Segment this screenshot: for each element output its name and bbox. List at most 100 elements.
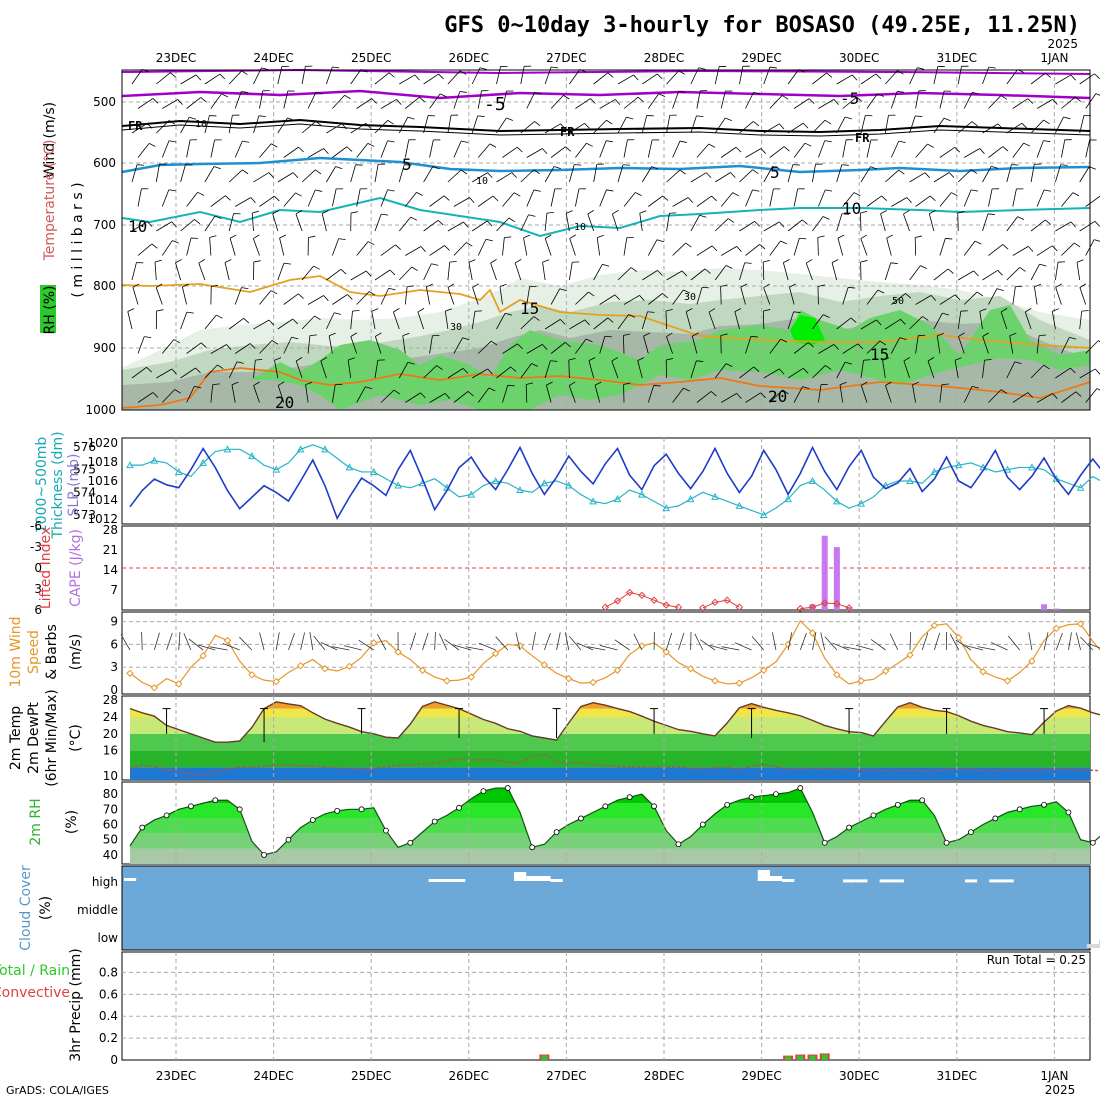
wind-barb [641, 166, 652, 183]
wind-barb [1076, 262, 1081, 281]
wind-barb-flag [1095, 93, 1100, 96]
wind10m-barb [678, 632, 685, 651]
wind-barb-flag [954, 294, 961, 301]
wind-barb [787, 69, 800, 85]
cloud-high-bar [855, 879, 868, 883]
wind-barb-flag [221, 93, 229, 98]
wind-barb-flag [463, 221, 469, 228]
wind-barb [405, 96, 420, 109]
wind-barb [161, 189, 170, 207]
wind-barb-flag [734, 308, 742, 312]
wind-barb [909, 172, 926, 183]
wind-barb-flag [438, 73, 444, 80]
wind10m-barb [843, 646, 862, 651]
wind-barb-flag [242, 140, 250, 143]
wind-barb [575, 98, 591, 109]
wind-barb-flag [371, 98, 377, 104]
wind-barb [545, 385, 552, 403]
wind-barb-flag [314, 315, 321, 321]
wind-barb [745, 189, 753, 207]
wind-barb [954, 360, 959, 379]
wind10m-barb [222, 643, 240, 651]
wind10m-barb [1075, 632, 1082, 651]
wind10m-barb [820, 632, 826, 651]
wind-barb [477, 340, 492, 354]
wind-barb-flag [760, 392, 766, 399]
wind10m-point [833, 671, 841, 679]
wind-barb-flag [447, 283, 455, 288]
wind-barb [720, 393, 737, 403]
temp-ytick: 28 [103, 693, 118, 707]
wind-barb-flag [224, 259, 232, 263]
rh-point [163, 812, 170, 819]
precip-total-bar [785, 1056, 792, 1060]
wind10m-barb [239, 636, 253, 651]
top-date-8: 31DEC [937, 51, 977, 65]
wind-barb [283, 293, 299, 305]
wind-barb-flag [656, 73, 663, 80]
wind-barb [933, 117, 945, 134]
wind-barb [307, 189, 316, 207]
wind-barb [374, 336, 382, 354]
wind10m-point [223, 636, 232, 645]
wind10m-barb [141, 631, 143, 651]
wind-barb [611, 360, 619, 379]
wind-barb-flag [841, 213, 849, 215]
wind-barb [356, 241, 369, 256]
thickness-point [516, 486, 524, 494]
wind-barb [714, 363, 727, 379]
wind-barb [617, 314, 629, 330]
thickness-point [857, 499, 866, 507]
wind-barb [714, 218, 729, 232]
thickness-point [296, 445, 305, 453]
wind-barb-flag [1025, 308, 1032, 313]
bottom-year-label: 2025 [1045, 1083, 1076, 1097]
wind-barb [818, 99, 835, 109]
wind-barb [523, 237, 528, 256]
wind10m-point [321, 665, 329, 673]
rh-point [139, 824, 146, 831]
wind-barb [277, 117, 288, 134]
li-point [613, 597, 622, 605]
wind-barb-flag [168, 189, 176, 192]
wind-barb-flag [172, 240, 179, 244]
wind-barb [885, 70, 898, 85]
thickness-ytick: 574 [73, 485, 96, 499]
wind-barb-flag [614, 99, 621, 105]
contour-label-rh50: 50 [892, 296, 904, 307]
wind-barb-flag [152, 392, 159, 398]
wind-barb-flag [702, 286, 710, 289]
ytick-label: 600 [93, 156, 116, 170]
wind-barb [447, 368, 464, 379]
wind-barb [641, 311, 648, 330]
wind-barb [471, 220, 488, 232]
wind-barb [957, 270, 974, 281]
wind-barb-flag [1094, 239, 1100, 242]
top-year-label: 2025 [1047, 37, 1078, 51]
rh-label-swatch [40, 285, 56, 333]
wind-barb [963, 92, 973, 109]
wind-barb-flag [407, 285, 415, 287]
wind-barb-flag [565, 146, 572, 152]
wind10m-barb [694, 633, 704, 651]
thickness-label-2: Thickness (dm) [50, 431, 66, 539]
wind-barb [399, 74, 416, 85]
wind10m-barb [933, 632, 941, 651]
wind-barb-flag [947, 268, 954, 274]
wind-barb-flag [315, 189, 323, 192]
wind-barb-flag [485, 238, 493, 242]
wind-barb [1055, 262, 1059, 281]
wind-barb-flag [1043, 119, 1050, 125]
wind-barb-flag [736, 246, 742, 252]
wind-barb [423, 365, 437, 379]
wind-barb [672, 197, 689, 207]
wind-barb [453, 140, 462, 158]
wind-barb [520, 169, 535, 183]
wind-barb [666, 169, 681, 183]
wind-barb-flag [414, 74, 420, 81]
thickness-ytick: 575 [73, 463, 96, 477]
wind10m-barb [1043, 632, 1049, 651]
wind-barb [793, 98, 810, 109]
wind-barb [332, 146, 348, 158]
wind10m-label-1: 10m Wind [8, 616, 24, 687]
